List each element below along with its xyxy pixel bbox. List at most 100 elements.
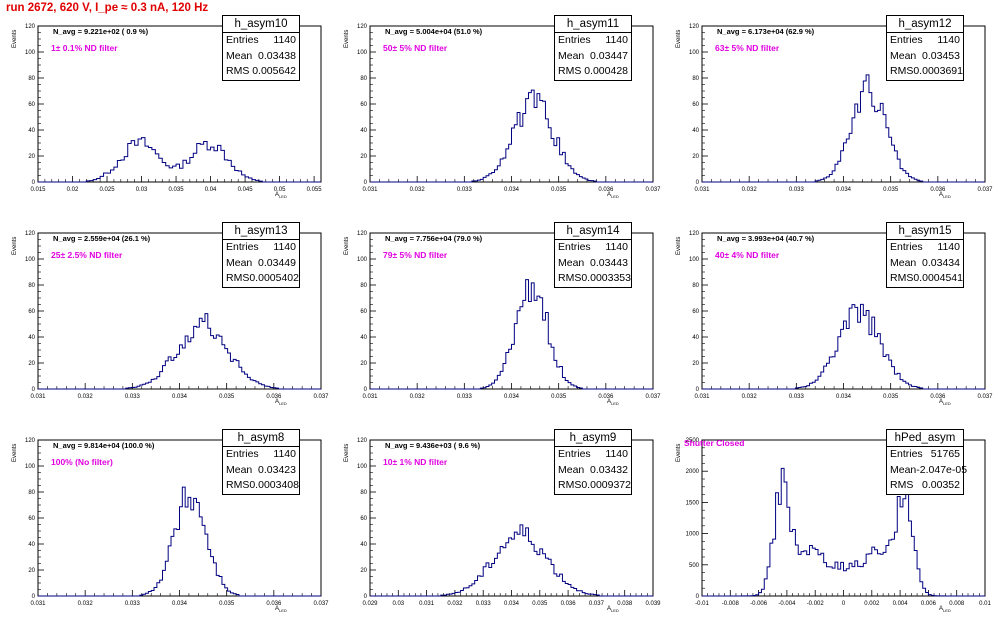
y-tick-label: 60 [28,516,35,522]
x-tick-label: 0 [842,601,846,607]
x-axis-label: ALED [275,606,287,613]
y-tick-label: 120 [689,24,700,30]
y-axis-label: Events [344,236,350,255]
stat-value: 0.03453 [922,49,960,62]
stat-row-rms: RMS 0.0003353 [555,271,631,287]
stat-label: RMS [890,272,914,284]
y-tick-label: 60 [28,309,35,315]
y-axis-label: Events [676,443,682,462]
stat-value: 0.03449 [258,256,296,269]
histogram-series-h_asym10 [38,137,321,183]
x-tick-label: 0.031 [30,601,46,607]
histogram-svg: 0 20 40 60 80 100 120 0.029 0.03 0.031 0.032 0.033 0… [357,438,661,607]
y-axis-label: Events [676,29,682,48]
x-tick-label: 0.031 [694,394,710,400]
y-tick-label: 0 [364,180,368,186]
n-avg-label: N_avg = 9.221e+02 ( 0.9 %) [53,27,149,36]
stat-box-title: h_asym12 [887,16,963,33]
histogram-series-h_asym14 [370,279,653,390]
y-tick-label: 40 [360,542,367,548]
x-tick-label: 0.033 [125,601,141,607]
x-tick-label: 0.036 [561,601,577,607]
x-axis-label: ALED [607,399,619,406]
x-tick-label: 0.032 [410,187,426,193]
stat-value: 0.03447 [590,49,628,62]
stat-label: Mean [890,463,917,476]
x-axis-label: ALED [939,192,951,199]
x-tick-label: 0.031 [362,187,378,193]
x-tick-label: 0.037 [313,601,329,607]
stat-label: Mean [890,256,917,269]
y-tick-label: 0 [696,387,700,393]
filter-label: 40± 4% ND filter [715,250,780,260]
x-tick-label: 0.035 [883,187,899,193]
stat-label: RMS [226,65,250,77]
x-axis-label-main: A [275,192,280,198]
stat-label: RMS [558,479,582,491]
stat-label: Entries [226,241,259,253]
stat-row-rms: RMS 0.0003408 [223,478,299,494]
y-tick-label: 20 [360,361,367,367]
y-tick-label: 100 [357,464,368,470]
stat-box-title: h_asym10 [223,16,299,33]
x-tick-label: -0.006 [750,601,768,607]
histogram-pad-hPed_asym: 0 500 1000 1500 2000 2500 -0.01 -0.008 -0.006 -0.… [664,414,996,621]
y-tick-label: 0 [696,180,700,186]
x-axis-label-sub: LED [611,401,619,407]
y-tick-label: 80 [360,76,367,82]
y-axis-label: Events [12,29,18,48]
y-axis-label: Events [12,443,18,462]
x-tick-label: 0.038 [617,601,633,607]
stat-row-mean: Mean 0.03447 [555,49,631,65]
stat-row-rms: RMS 0.005642 [223,64,299,80]
y-tick-label: 120 [25,24,36,30]
histogram-svg: 0 20 40 60 80 100 120 0.031 0.032 0.033 0.034 0.035… [689,231,993,400]
x-tick-label: 0.015 [30,187,46,193]
y-tick-label: 80 [360,490,367,496]
y-tick-label: 60 [360,102,367,108]
x-tick-label: 0.037 [645,187,661,193]
stat-value: 0.03432 [590,463,628,476]
x-tick-label: 0.037 [313,394,329,400]
y-tick-label: 2000 [686,469,700,475]
stat-label: Mean [226,463,253,476]
x-tick-label: 0.032 [447,601,463,607]
y-tick-label: 0 [364,594,368,600]
stat-label: Entries [890,448,923,460]
stat-label: Entries [890,34,923,46]
x-axis-label-main: A [275,606,280,612]
x-tick-label: 0.04 [205,187,217,193]
stat-value: 1140 [605,241,628,253]
stat-label: RMS [558,272,582,284]
y-tick-label: 40 [692,128,699,134]
x-axis-label-sub: LED [279,608,287,614]
x-tick-label: 0.033 [789,187,805,193]
n-avg-label: N_avg = 6.173e+04 (62.9 %) [717,27,815,36]
x-axis-label-main: A [939,399,944,405]
stat-value: 0.0003408 [249,479,299,491]
stat-value: 1140 [937,34,960,46]
y-tick-label: 120 [25,231,36,237]
stat-box: h_asym13 Entries 1140 Mean 0.03449 RMS 0.00054… [222,222,300,288]
stat-value: 0.005642 [252,65,296,77]
stat-value: 0.03438 [258,49,296,62]
filter-label: 25± 2.5% ND filter [51,250,123,260]
stat-value: 0.00352 [922,479,960,491]
y-tick-label: 100 [25,464,36,470]
histogram-svg: 0 20 40 60 80 100 120 0.031 0.032 0.033 0.034 0.035… [25,438,329,607]
stat-value: 1140 [273,34,296,46]
x-tick-label: 0.035 [551,394,567,400]
x-tick-label: 0.033 [457,187,473,193]
stat-row-mean: Mean 0.03423 [223,463,299,479]
y-tick-label: 100 [25,50,36,56]
x-axis-label-sub: LED [611,608,619,614]
y-tick-label: 20 [28,361,35,367]
histogram-pad-h_asym10: 0 20 40 60 80 100 120 0.015 0.02 0.025 0.03 0.035 0.… [0,0,332,207]
stat-row-mean: Mean 0.03434 [887,256,963,272]
x-axis-label: ALED [607,192,619,199]
y-tick-label: 20 [692,154,699,160]
stat-row-mean: Mean -2.047e-05 [887,463,967,479]
x-tick-label: 0.039 [645,601,661,607]
stat-row-mean: Mean 0.03449 [223,256,299,272]
stat-row-rms: RMS 0.0004541 [887,271,963,287]
